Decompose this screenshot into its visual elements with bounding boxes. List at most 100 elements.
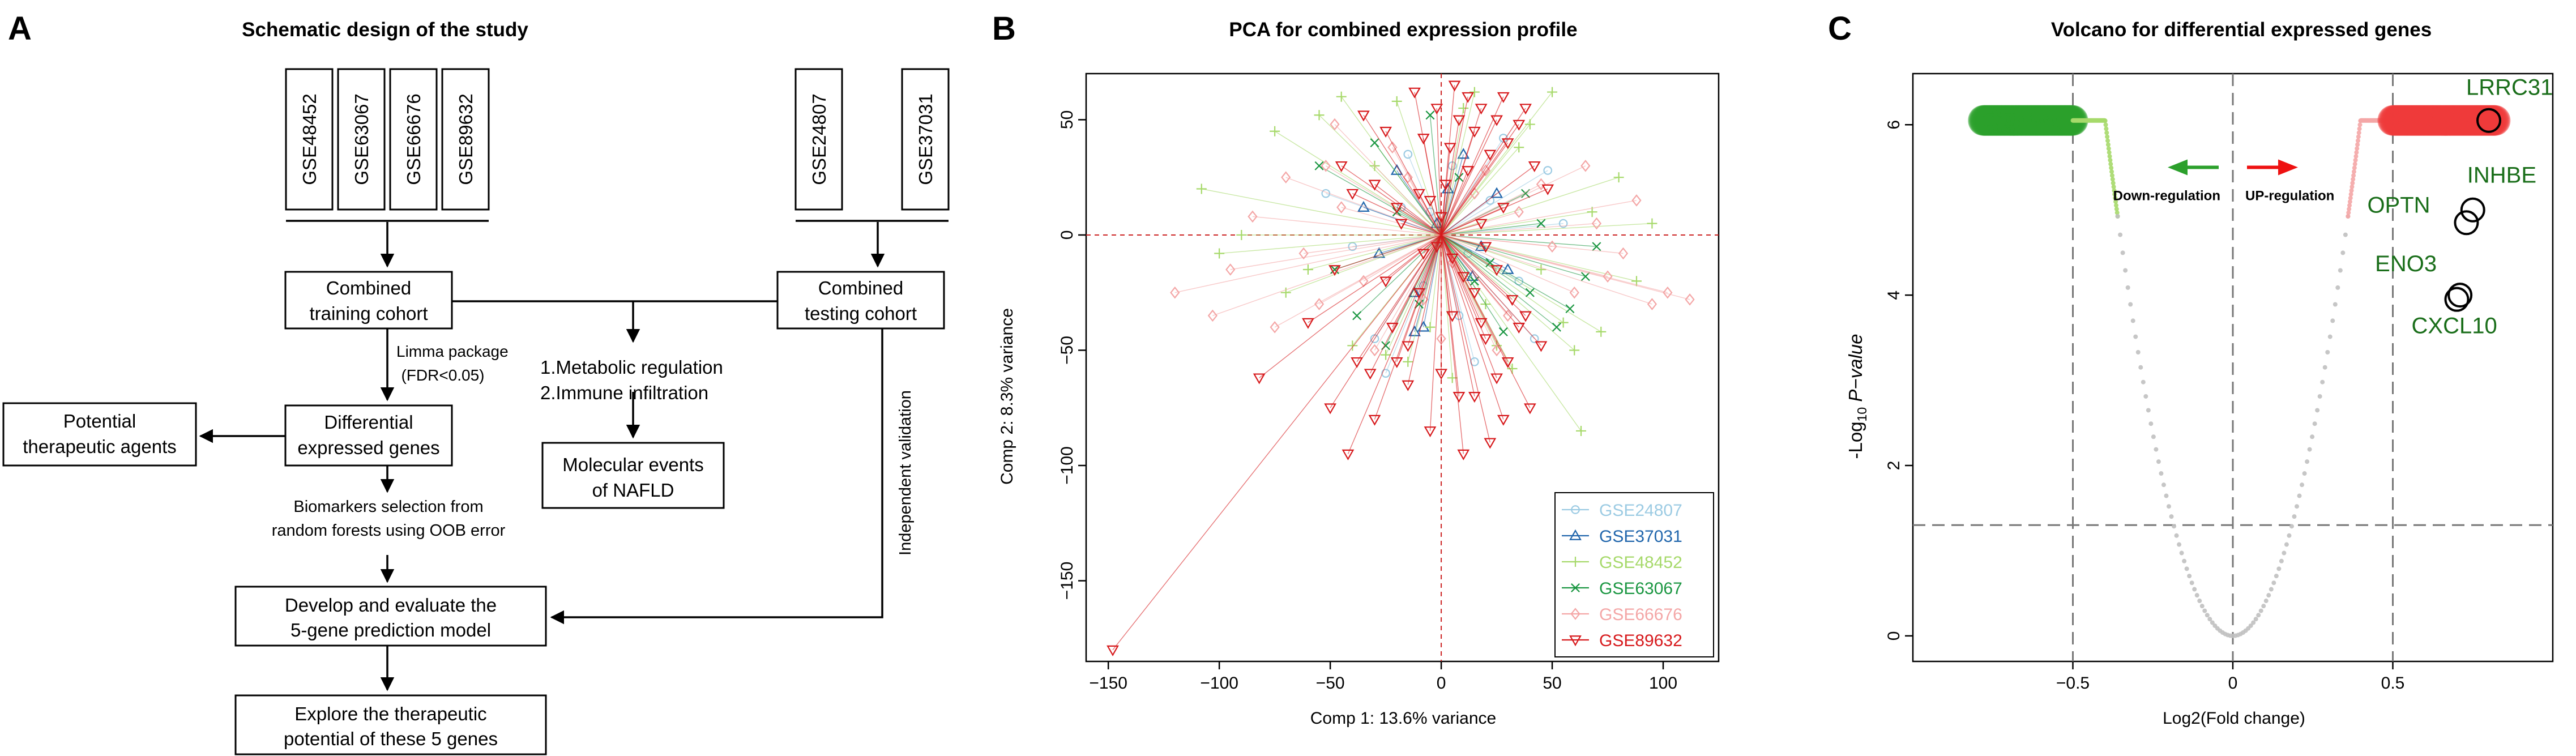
- pca-point: [1435, 369, 1447, 380]
- pca-point: [1490, 265, 1503, 276]
- limma-line2: (FDR<0.05): [401, 366, 484, 384]
- pca-spoke: [1319, 114, 1442, 236]
- dataset-box: [337, 68, 386, 211]
- pca-spoke: [1441, 170, 1548, 236]
- volcano-point: [2154, 447, 2159, 452]
- pca-point: [1547, 87, 1558, 97]
- volcano-point: [2111, 181, 2116, 186]
- pca-point: [1402, 380, 1415, 391]
- training-dataset-labels: GSE48452 GSE63067 GSE66676 GSE89632: [299, 93, 476, 185]
- volcano-point: [2105, 134, 2110, 139]
- volcano-point: [2138, 365, 2143, 370]
- pca-point: [1403, 356, 1413, 367]
- volcano-gene-label: CXCL10: [2412, 314, 2497, 339]
- pca-legend-label: GSE66676: [1599, 605, 1682, 624]
- pca-point: [1525, 288, 1535, 297]
- up-arrow-icon: [2278, 159, 2298, 176]
- volcano-point: [2347, 199, 2352, 204]
- volcano-point: [2480, 105, 2511, 136]
- pca-spoke: [1259, 234, 1442, 378]
- volcano-highlight-ring: [2444, 287, 2470, 312]
- pca-spoke: [1441, 165, 1586, 236]
- testing-dataset-boxes: [794, 68, 950, 211]
- pca-spoke: [1441, 193, 1475, 236]
- pca-point: [1528, 161, 1541, 173]
- panel-b: B PCA for combined expression profile −1…: [992, 10, 1720, 728]
- volcano-highlight-ring: [2476, 108, 2501, 133]
- pca-point: [1565, 304, 1575, 314]
- volcano-point: [2112, 192, 2117, 197]
- pca-point: [1530, 334, 1539, 343]
- pca-spoke: [1407, 234, 1442, 385]
- pca-point: [1580, 160, 1591, 172]
- volcano-point: [2349, 188, 2354, 193]
- pca-point: [1408, 87, 1421, 99]
- flow-boxes: [2, 271, 945, 755]
- pca-point: [1519, 104, 1532, 115]
- panel-c-letter: C: [1828, 10, 1852, 47]
- pca-point: [1270, 126, 1280, 136]
- volcano-point: [2305, 459, 2310, 464]
- pca-point: [1412, 288, 1425, 299]
- volcano-point: [2266, 593, 2271, 598]
- pca-x-tick-label: −150: [1089, 674, 1127, 693]
- explore-line1: Explore the therapeutic: [294, 703, 486, 724]
- pca-point: [1386, 322, 1399, 334]
- pca-point: [1395, 219, 1408, 230]
- volcano-series: [2115, 214, 2351, 638]
- volcano-point: [2346, 214, 2351, 219]
- pca-point: [1580, 272, 1590, 281]
- pca-spoke: [1441, 147, 1519, 236]
- volcano-point: [2135, 350, 2141, 355]
- pca-spoke: [1363, 234, 1442, 281]
- pca-point: [1196, 183, 1207, 194]
- pca-point: [1381, 349, 1391, 360]
- pca-spoke: [1330, 234, 1442, 408]
- pca-spoke: [1356, 234, 1442, 316]
- pca-spoke: [1441, 108, 1482, 236]
- pca-legend-marker: [1571, 583, 1580, 592]
- pca-point: [1618, 247, 1629, 260]
- volcano-x-tick-label: 0.5: [2381, 674, 2405, 693]
- limma-line1: Limma package: [396, 343, 509, 360]
- molecular-events-line2: of NAFLD: [592, 480, 674, 501]
- pca-spoke: [1374, 142, 1442, 236]
- pca-legend-label: GSE89632: [1599, 631, 1682, 650]
- pca-spoke: [1441, 96, 1504, 236]
- volcano-point: [2133, 334, 2138, 339]
- pca-point: [1468, 392, 1481, 403]
- pca-x-tick-label: −100: [1200, 674, 1238, 693]
- pca-point: [1457, 272, 1470, 283]
- pca-spoke: [1274, 234, 1442, 328]
- pca-spoke: [1396, 207, 1442, 236]
- volcano-y-tick-label: 0: [1885, 631, 1903, 641]
- pca-point: [1475, 104, 1488, 115]
- pca-point: [1475, 318, 1488, 329]
- dataset-label: GSE66676: [403, 93, 424, 185]
- volcano-point: [2106, 146, 2111, 151]
- pca-plot: −150 −100 −50 0 50 100−150−100−50050GSE24807G…: [1058, 72, 1720, 693]
- pca-spoke: [1441, 234, 1504, 420]
- pca-point: [1448, 80, 1461, 92]
- pca-point: [1536, 219, 1546, 228]
- volcano-point: [2107, 154, 2112, 159]
- pca-point: [1417, 134, 1430, 145]
- pca-point: [1501, 357, 1514, 369]
- pca-spoke: [1441, 234, 1570, 309]
- pca-spoke: [1407, 154, 1442, 236]
- volcano-point: [2161, 482, 2166, 488]
- volcano-direction-legend: Down-regulation UP-regulation: [2113, 159, 2334, 203]
- volcano-point: [2143, 394, 2148, 399]
- pca-spoke: [1441, 234, 1497, 270]
- pca-spoke: [1201, 188, 1442, 236]
- volcano-point: [2297, 493, 2302, 498]
- volcano-point: [2182, 558, 2187, 563]
- pca-point: [1507, 364, 1518, 374]
- volcano-gene-label: OPTN: [2367, 193, 2430, 217]
- pca-point: [1497, 92, 1510, 103]
- pca-point: [1369, 344, 1380, 357]
- volcano-point: [2109, 173, 2114, 178]
- volcano-point: [2320, 379, 2325, 385]
- pca-point: [1569, 286, 1579, 299]
- volcano-point: [2113, 199, 2118, 204]
